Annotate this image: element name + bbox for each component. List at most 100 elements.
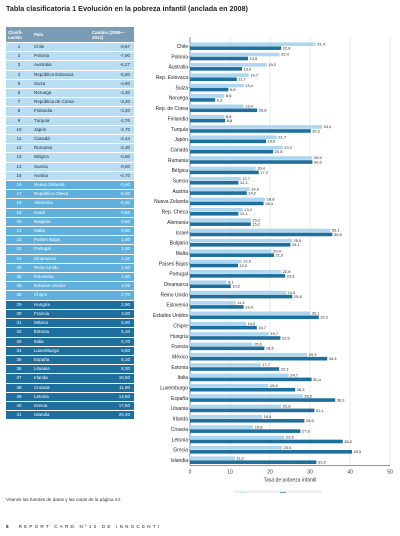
table-row: 5 Suiza -4,80 (6, 79, 134, 90)
table-row: 20 Bulgaria 0,60 (6, 217, 134, 228)
data-label-2012: 28,6 (306, 418, 315, 423)
table-row: 32 Estonia 5,10 (6, 327, 134, 338)
rank-cell: 22 (6, 244, 32, 255)
table-row: 22 Portugal 1,00 (6, 244, 134, 255)
category-label: Eslovenia (166, 303, 188, 309)
category-label: Suecia (173, 179, 189, 185)
data-label-2012: 12,0 (240, 263, 249, 268)
country-cell: Estados Unidos (32, 281, 90, 292)
rank-cell: 18 (6, 198, 32, 209)
data-label-2012: 27,6 (302, 429, 311, 434)
category-label: Francia (171, 344, 188, 350)
table-row: 38 Croacia 11,80 (6, 383, 134, 393)
rank-cell: 32 (6, 327, 32, 338)
category-label: Rumania (168, 158, 188, 164)
data-label-2008: 12,9 (243, 259, 252, 264)
data-label-2012: 31,6 (318, 460, 327, 465)
data-label-2012: 18,4 (265, 201, 274, 206)
legend-box (234, 490, 322, 493)
category-label: Hungría (170, 334, 188, 340)
data-label-2012: 6,3 (217, 97, 223, 102)
bar-2012 (190, 232, 333, 237)
bar-2008 (190, 321, 246, 326)
change-cell: -0,80 (90, 152, 134, 163)
data-label-2008: 15,8 (255, 424, 264, 429)
bar-2008 (190, 249, 272, 253)
rank-cell: 30 (6, 309, 32, 320)
change-cell: 11,80 (90, 383, 134, 393)
x-tick-label: 0 (189, 469, 192, 475)
table-row: 2 Polonia -7,90 (6, 51, 134, 62)
category-label: Japón (174, 137, 188, 143)
category-label: Finlandia (168, 116, 189, 122)
rank-cell: 26 (6, 272, 32, 283)
bar-2008 (190, 166, 256, 171)
rank-cell: 25 (6, 263, 32, 274)
bar-2008 (190, 270, 282, 274)
country-cell: Suecia (32, 162, 90, 172)
category-label: México (172, 354, 188, 360)
country-cell: Irlanda (32, 373, 90, 384)
rank-cell: 39 (6, 392, 32, 402)
data-label-2012: 32,2 (320, 315, 329, 320)
data-label-2008: 14,0 (248, 321, 257, 326)
data-label-2012: 16,8 (259, 108, 268, 113)
ranking-table: Clasifi-cación País Cambio (2008—2012) 1… (6, 27, 134, 421)
change-cell: 1,80 (90, 272, 134, 283)
x-tick-label: 20 (267, 469, 273, 475)
rank-cell: 15 (6, 171, 32, 182)
data-label-2008: 14,9 (251, 186, 260, 191)
chart-title: Tabla clasificatoria 1 Evolución en la p… (6, 4, 248, 13)
bar-2012 (190, 211, 239, 216)
table-row: 25 Reino Unido 1,60 (6, 263, 134, 274)
bar-2008 (190, 290, 286, 295)
data-label-2012: 38,2 (344, 439, 353, 444)
bar-2012 (190, 336, 281, 340)
page-footer: 8 REPORT CARD Nº12 DE INNOCENTI (6, 524, 161, 529)
data-label-2008: 13,4 (245, 83, 254, 88)
country-cell: Italia (32, 337, 90, 347)
country-cell: Islandia (32, 410, 90, 421)
data-label-2008: 18,0 (264, 414, 273, 419)
data-label-2012: 25,1 (292, 242, 301, 247)
data-label-2012: 25,6 (294, 294, 303, 299)
category-label: Estonia (171, 365, 188, 371)
change-cell: 2,70 (90, 290, 134, 301)
rank-cell: 28 (6, 290, 32, 301)
data-label-2012: 30,2 (312, 128, 321, 133)
table-row: 16 Nueva Zelanda -0,40 (6, 180, 134, 191)
table-row: 33 Italia 5,70 (6, 337, 134, 347)
data-label-2012: 23,8 (287, 273, 296, 278)
country-cell: Noruega (32, 88, 90, 99)
rank-cell: 16 (6, 180, 32, 191)
data-label-2008: 30,6 (314, 155, 323, 160)
category-label: Luxemburgo (160, 386, 188, 392)
table-row: 18 Alemania -0,30 (6, 198, 134, 209)
bar-2012 (190, 222, 251, 226)
table-row: 22 Países Bajos 1,00 (6, 235, 134, 246)
country-cell: Dinamarca (32, 254, 90, 264)
change-cell: -2,76 (90, 116, 134, 126)
rank-cell: 8 (6, 106, 32, 117)
country-cell: Hungría (32, 300, 90, 310)
rank-cell: 19 (6, 208, 32, 218)
bar-2012 (190, 253, 274, 257)
bar-2012 (190, 274, 286, 278)
data-label-2008: 9,1 (228, 279, 234, 284)
country-cell: República Checa (32, 189, 90, 200)
change-cell: -5,60 (90, 70, 134, 80)
bar-2008 (190, 259, 242, 264)
category-label: Austria (172, 189, 188, 195)
table-row: 12 Rumania -2,30 (6, 143, 134, 154)
data-label-2008: 20,4 (273, 248, 282, 253)
table-row: 7 República de Corea -3,40 (6, 97, 134, 108)
data-label-2012: 18,6 (266, 346, 275, 351)
change-cell: 3,00 (90, 309, 134, 320)
rank-cell: 2 (6, 51, 32, 62)
bar-2012 (190, 46, 282, 50)
change-cell: -0,40 (90, 189, 134, 200)
rank-cell: 34 (6, 346, 32, 356)
change-cell: -0,80 (90, 162, 134, 172)
table-row: 39 Letonia 14,60 (6, 392, 134, 402)
data-label-2008: 31,4 (317, 41, 326, 46)
